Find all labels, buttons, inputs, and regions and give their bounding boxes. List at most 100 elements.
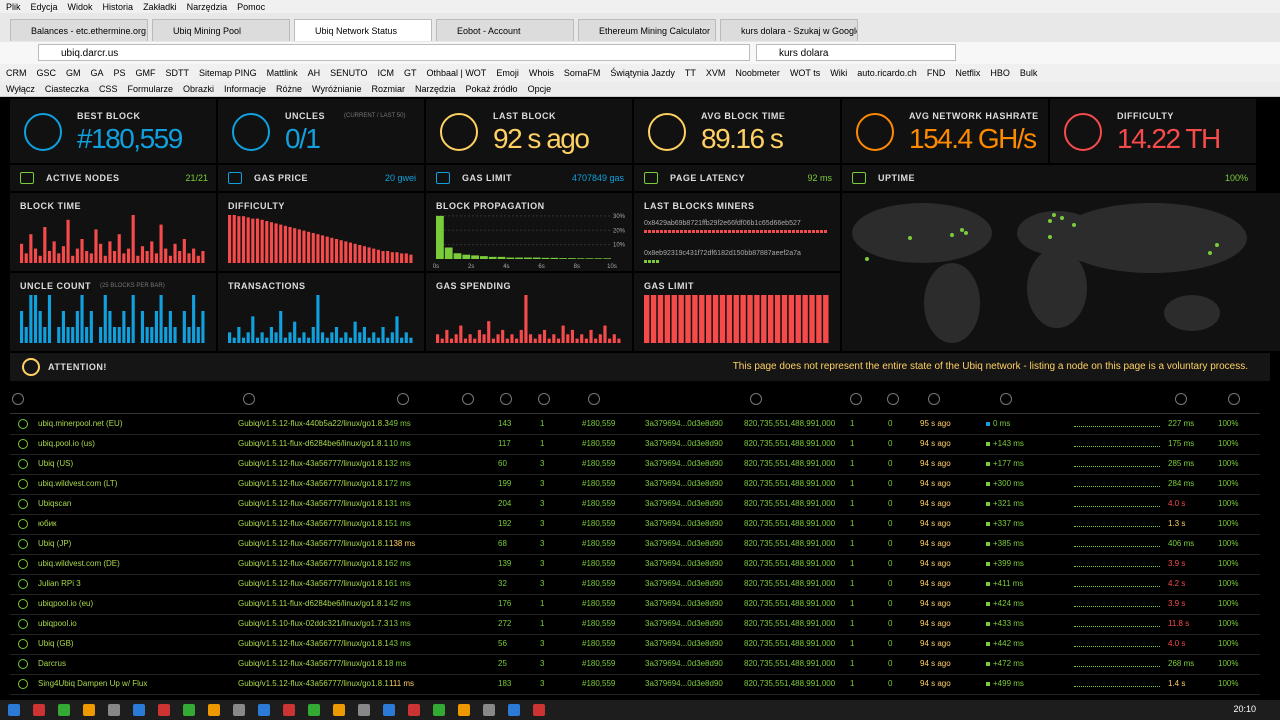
bookmark[interactable]: Netflix <box>955 68 981 78</box>
bookmark[interactable]: Sitemap PING <box>199 68 257 78</box>
bar <box>445 329 449 343</box>
bar <box>201 251 205 263</box>
bar <box>52 241 56 263</box>
bookmark[interactable]: Świątynia Jazdy <box>610 68 675 78</box>
toolbar-item[interactable]: Wyróżnianie <box>312 84 362 94</box>
bookmark[interactable]: SDTT <box>165 68 190 78</box>
toolbar-item[interactable]: Różne <box>276 84 303 94</box>
menu-bar: Plik Edycja Widok Historia Zakładki Narzędzia… <box>0 0 1280 13</box>
toolbar-item[interactable]: Rozmiar <box>371 84 405 94</box>
search-field[interactable]: kurs dolara <box>756 44 956 61</box>
toolbar-item[interactable]: Formularze <box>127 84 173 94</box>
cell: 0 <box>888 639 893 648</box>
bar <box>108 311 112 343</box>
menu-item[interactable]: Plik <box>6 1 21 12</box>
bar <box>241 337 246 343</box>
bar <box>381 327 385 343</box>
tab[interactable]: Balances - etc.ethermine.org <box>10 19 148 41</box>
bookmark[interactable]: FND <box>926 68 946 78</box>
toolbar-item[interactable]: Opcje <box>527 84 552 94</box>
bar <box>89 253 93 263</box>
menu-item[interactable]: Pomoc <box>237 1 266 12</box>
bookmark[interactable]: auto.ricardo.ch <box>857 68 917 78</box>
bookmark[interactable]: CRM <box>6 68 27 78</box>
chart-panel: BLOCK PROPAGATION 30% 20% 10% 0s 2s 4s 6s 8s 10s <box>426 193 632 271</box>
bar <box>269 222 273 263</box>
tab[interactable]: Ubiq Network Status <box>294 19 432 41</box>
bookmark[interactable]: TT <box>684 68 696 78</box>
propagation-dot <box>986 462 990 466</box>
bookmark[interactable]: GM <box>66 68 81 78</box>
bar <box>66 327 70 343</box>
table-row: ubiq.minerpool.net (EU) Gubiq/v1.5.12-flu… <box>10 414 1260 435</box>
cell: 1 <box>850 519 855 528</box>
bookmark[interactable]: XVM <box>705 68 726 78</box>
miner-block <box>716 230 719 233</box>
tab[interactable]: kurs dolara - Szukaj w Google <box>720 19 858 41</box>
miner-block <box>700 230 703 233</box>
cell: 100% <box>1218 499 1239 508</box>
bookmark[interactable]: SENUTO <box>330 68 368 78</box>
bookmark[interactable]: HBO <box>990 68 1010 78</box>
bookmark[interactable]: WOT ts <box>789 68 821 78</box>
node-dot <box>960 228 964 232</box>
bookmark[interactable]: GT <box>403 68 417 78</box>
bookmark[interactable]: GSC <box>36 68 57 78</box>
bookmark[interactable]: GMF <box>135 68 156 78</box>
bar <box>348 242 353 263</box>
bookmark[interactable]: Whois <box>528 68 554 78</box>
bookmark[interactable]: Wiki <box>830 68 848 78</box>
header-icon <box>462 393 474 405</box>
bar <box>330 332 334 343</box>
bookmark[interactable]: Noobmeter <box>735 68 780 78</box>
clock: 20:10 <box>1233 704 1256 714</box>
histogram-bar <box>594 258 603 259</box>
cell: 3a379694...0d3e8d90 <box>645 579 723 588</box>
toolbar-item[interactable]: CSS <box>98 84 118 94</box>
chart-panel: TRANSACTIONS <box>218 273 424 351</box>
row-status <box>18 599 28 609</box>
toolbar-item[interactable]: Wyłącz <box>6 84 35 94</box>
tab[interactable]: Ubiq Mining Pool <box>152 19 290 41</box>
bookmark[interactable]: SomaFM <box>563 68 601 78</box>
tab[interactable]: Ethereum Mining Calculator <box>578 19 716 41</box>
toolbar-item[interactable]: Pokaż źródło <box>465 84 518 94</box>
toolbar-item[interactable]: Narzędzia <box>415 84 456 94</box>
bookmark[interactable]: ICM <box>377 68 394 78</box>
cell: #180,559 <box>582 459 616 468</box>
bar <box>334 239 339 263</box>
bookmark[interactable]: PS <box>113 68 126 78</box>
cell: +385 ms <box>993 539 1024 548</box>
toolbar-item[interactable]: Obrazki <box>182 84 214 94</box>
chart-panel: LAST BLOCKS MINERS 0x8429ab69b8721ffb29f2… <box>634 193 840 271</box>
menu-item[interactable]: Historia <box>102 1 134 12</box>
menu-item[interactable]: Narzędzia <box>186 1 228 12</box>
histogram-bar <box>550 257 559 259</box>
menu-item[interactable]: Zakładki <box>143 1 177 12</box>
menu-item[interactable]: Widok <box>67 1 93 12</box>
x-tick-label: 0s <box>433 264 439 270</box>
cell: 94 s ago <box>920 459 951 468</box>
bar <box>265 221 269 263</box>
bar <box>29 234 33 263</box>
menu-item[interactable]: Edycja <box>30 1 58 12</box>
toolbar-item[interactable]: Ciasteczka <box>44 84 89 94</box>
bookmark[interactable]: Mattlink <box>266 68 298 78</box>
chart-title: GAS LIMIT <box>644 281 694 291</box>
url-field[interactable]: ubiq.darcr.us <box>38 44 750 61</box>
cell: #180,559 <box>582 539 616 548</box>
bookmark[interactable]: Othbaal | WOT <box>426 68 487 78</box>
bookmark[interactable]: AH <box>307 68 321 78</box>
histogram-bar <box>436 215 444 259</box>
bookmark[interactable]: Bulk <box>1019 68 1038 78</box>
bar <box>20 311 24 343</box>
toolbar-item[interactable]: Informacje <box>223 84 267 94</box>
bar <box>339 337 343 343</box>
bookmark[interactable]: Emoji <box>496 68 519 78</box>
cell: 1 <box>850 599 855 608</box>
tab[interactable]: Eobot - Account <box>436 19 574 41</box>
status-icon <box>436 172 450 184</box>
bar <box>515 338 519 343</box>
bookmark[interactable]: GA <box>90 68 104 78</box>
bar <box>316 295 320 343</box>
